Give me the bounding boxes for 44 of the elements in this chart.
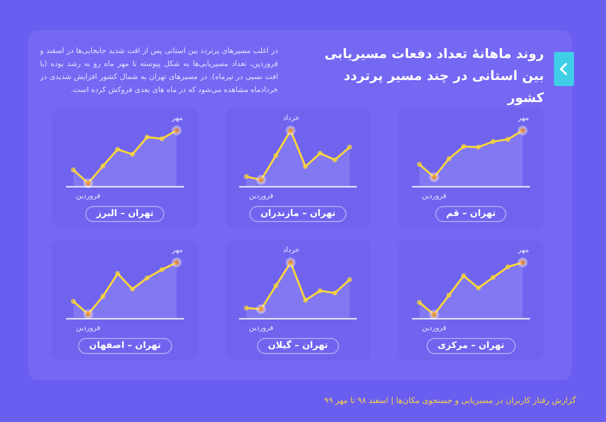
point [347, 144, 352, 150]
point [144, 134, 150, 140]
point [318, 150, 323, 156]
text: گزارش رفتار کاربران در مسیریابی و جستجوی مکان‌ها | اسفند ۹۸ تا مهر ۹۹ [324, 396, 576, 405]
text: تهران – گیلان [257, 338, 339, 354]
point [130, 152, 135, 157]
point [461, 273, 466, 278]
point [144, 276, 150, 280]
point [100, 164, 106, 168]
text: روند ماهانهٔ تعداد دفعات مسیریابی بین استانی در چند مسیر پرتردد کشور [324, 46, 544, 108]
point [476, 144, 481, 150]
point [416, 300, 422, 305]
point [159, 136, 164, 142]
point [318, 288, 323, 294]
point [244, 306, 249, 310]
point [461, 144, 466, 150]
point [490, 139, 496, 144]
point [273, 283, 278, 288]
point [100, 294, 106, 299]
text: تهران – البرز [85, 206, 165, 222]
point [302, 298, 308, 303]
point [130, 286, 135, 292]
text: تهران – اصفهان [78, 338, 172, 354]
text: تهران – مرکزی [426, 338, 516, 354]
point [70, 167, 76, 172]
point [490, 274, 496, 280]
text: تهران – مازندران [249, 206, 347, 222]
point [273, 152, 278, 158]
point [332, 157, 338, 162]
point [446, 156, 452, 162]
point [476, 286, 481, 290]
point [302, 164, 308, 170]
point [115, 146, 120, 152]
point [505, 264, 510, 270]
point [70, 298, 76, 304]
point [115, 271, 120, 276]
point [416, 162, 422, 167]
point [159, 267, 164, 272]
text: تهران – قم [435, 206, 507, 222]
point [332, 290, 338, 296]
point [446, 292, 452, 298]
point [505, 136, 510, 142]
point [347, 277, 352, 282]
point [244, 174, 249, 180]
